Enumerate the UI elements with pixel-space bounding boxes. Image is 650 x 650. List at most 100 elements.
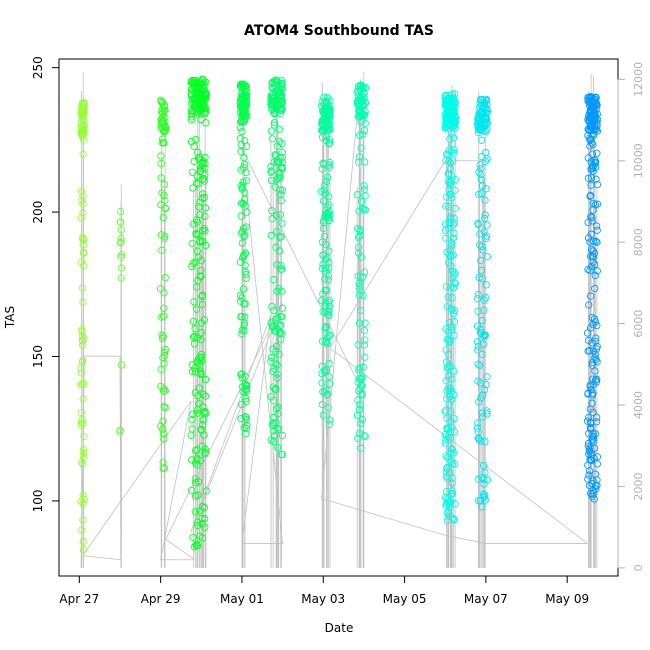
tas-point [355, 291, 364, 299]
tas-point [79, 356, 87, 365]
tas-point [79, 234, 87, 242]
tas-point [586, 122, 595, 130]
tas-point [160, 348, 169, 357]
tas-point [474, 475, 482, 483]
tas-point [160, 435, 168, 443]
tas-point [196, 198, 204, 206]
altitude-segment [80, 356, 85, 568]
tas-point [354, 434, 362, 442]
tas-point [190, 340, 199, 348]
tas-point [325, 247, 333, 255]
tas-point [79, 192, 87, 200]
tas-point [77, 258, 85, 266]
tas-point [278, 304, 286, 312]
tas-point [197, 426, 205, 434]
tas-point [78, 332, 87, 340]
altitude-segment [119, 356, 122, 560]
tas-point [447, 252, 455, 260]
tas-point [117, 361, 126, 369]
tas-point [325, 139, 334, 147]
tas-point [592, 222, 601, 230]
tas-point [592, 334, 600, 342]
y2-tick-label: 12000 [632, 62, 645, 97]
tas-point [354, 96, 362, 105]
tas-point [591, 318, 599, 326]
tas-point [593, 460, 601, 468]
tas-point [324, 276, 333, 284]
tas-point [442, 452, 450, 460]
tas-point [324, 404, 332, 412]
tas-point [200, 193, 209, 201]
tas-point [586, 381, 594, 389]
tas-point [361, 353, 369, 361]
tas-point [160, 402, 168, 411]
tas-point [448, 176, 456, 185]
tas-point [587, 135, 595, 143]
tas-point [320, 100, 328, 108]
tas-point [269, 396, 278, 405]
tas-point [588, 139, 596, 147]
tas-point [79, 200, 87, 208]
tas-point [79, 298, 87, 306]
tas-point [187, 85, 196, 93]
tas-point [357, 444, 365, 452]
tas-point [197, 357, 205, 365]
tas-point [585, 481, 594, 490]
tas-point [236, 297, 245, 305]
tas-point [588, 339, 596, 347]
tas-point [450, 278, 459, 287]
tas-point [159, 417, 167, 425]
tas-point [240, 154, 248, 162]
tas-point [321, 299, 330, 307]
x-tick-label: May 01 [220, 592, 264, 606]
tas-point [480, 475, 488, 483]
tas-point [361, 432, 369, 440]
tas-point [236, 258, 245, 266]
tas-point [447, 94, 456, 103]
tas-point [359, 273, 367, 281]
tas-point [476, 497, 485, 505]
tas-point [242, 397, 250, 406]
tas-point [198, 175, 207, 183]
tas-point [190, 298, 198, 306]
tas-point [273, 370, 281, 378]
tas-point [588, 492, 596, 501]
tas-point [353, 97, 362, 105]
tas-point [277, 105, 285, 113]
tas-point [591, 354, 599, 362]
tas-point [238, 183, 247, 192]
tas-point [318, 165, 326, 173]
tas-point [449, 309, 458, 317]
tas-point [78, 111, 87, 119]
tas-point [585, 301, 593, 309]
tas-point [159, 213, 167, 222]
tas-point [241, 313, 249, 321]
tas-point [442, 156, 450, 165]
tas-point [191, 508, 199, 516]
tas-point [80, 98, 88, 107]
tas-point [156, 284, 165, 293]
tas-point [278, 153, 286, 162]
tas-point [242, 424, 251, 433]
tas-point [360, 326, 369, 335]
tas-point [278, 431, 287, 440]
tas-point [482, 149, 490, 157]
tas-point [483, 221, 491, 229]
x-tick-label: May 09 [545, 592, 589, 606]
tas-point [589, 258, 597, 266]
tas-point [321, 189, 330, 197]
tas-point [593, 149, 601, 157]
tas-point [450, 331, 458, 340]
tas-point [197, 353, 205, 361]
tas-point [187, 486, 196, 494]
y-axis-right: 0 2000 4000 6000 8000 10000 12000 [617, 62, 645, 571]
tas-point [197, 329, 205, 337]
tas-point [450, 146, 458, 154]
tas-point [267, 168, 275, 176]
tas-point [474, 342, 482, 350]
tas-point [593, 413, 601, 422]
tas-point [442, 234, 450, 242]
tas-point [80, 495, 88, 504]
x-tick-label: Apr 29 [141, 592, 181, 606]
tas-point [477, 266, 486, 275]
